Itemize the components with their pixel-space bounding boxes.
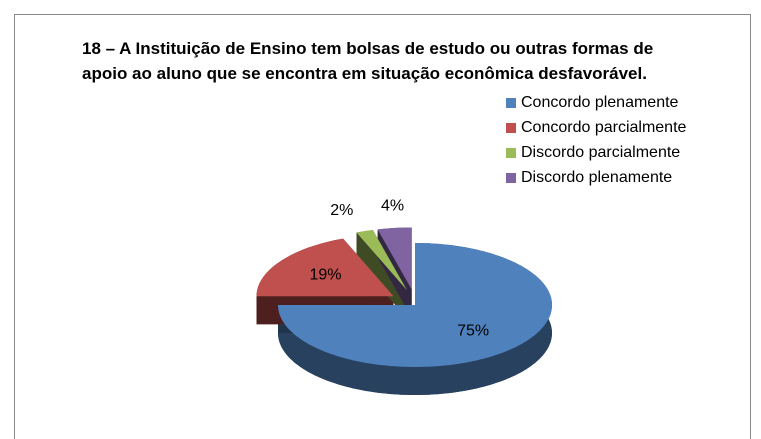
legend-label: Concordo plenamente (521, 94, 679, 111)
slice-side (356, 232, 407, 319)
legend-swatch (506, 123, 516, 133)
legend-label: Discordo plenamente (521, 169, 672, 186)
slice (278, 243, 552, 367)
legend-swatch (506, 98, 516, 108)
slice (377, 227, 412, 290)
data-label: 19% (309, 267, 341, 284)
data-label: 4% (381, 198, 404, 215)
data-label: 75% (457, 323, 489, 340)
chart-title: 18 – A Instituição de Ensino tem bolsas … (82, 39, 654, 83)
legend-label: Concordo parcialmente (521, 119, 687, 136)
legend-swatch (506, 173, 516, 183)
legend-label: Discordo parcialmente (521, 144, 680, 161)
slice (356, 230, 407, 291)
legend-swatch (506, 148, 516, 158)
data-label: 2% (330, 202, 353, 219)
slice (256, 238, 394, 297)
